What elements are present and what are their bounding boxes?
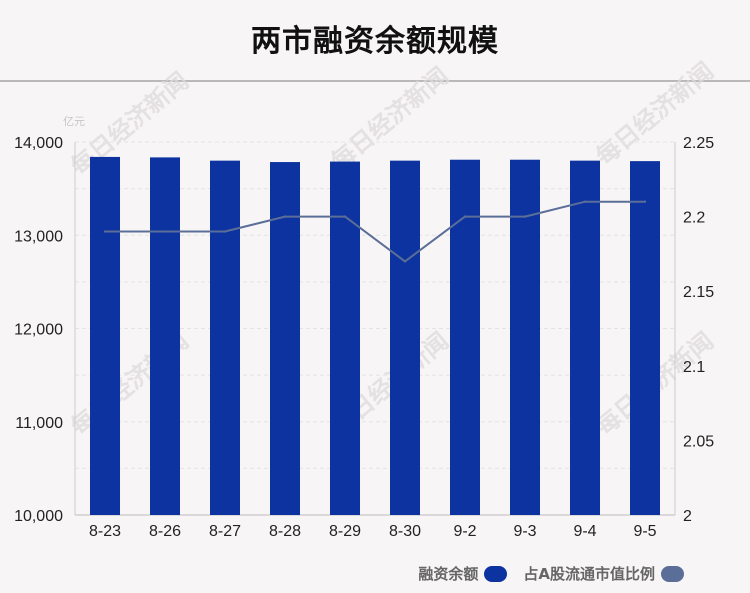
x-tick-label: 8-29 <box>329 523 361 540</box>
bar-8-23 <box>90 156 120 516</box>
legend-swatch-balance <box>484 565 508 582</box>
x-tick-label: 8-30 <box>389 523 421 540</box>
axis-labels: 10,000 11,000 12,000 13,000 14,000 2 2.05 2.1 2.… <box>14 115 714 540</box>
left-tick-label: 11,000 <box>15 415 63 432</box>
right-tick-label: 2.25 <box>683 135 714 152</box>
ratio-point-8-30 <box>403 260 407 263</box>
bar-9-5 <box>630 161 660 515</box>
left-tick-label: 14,000 <box>14 135 63 152</box>
bar-8-29 <box>330 161 360 515</box>
watermark-text-1: 每日经济新闻 <box>326 62 454 176</box>
legend-item-ratio: 占A股流通市值比例 <box>523 563 684 584</box>
x-tick-label: 9-4 <box>573 523 596 540</box>
legend-label-ratio: 占A股流通市值比例 <box>523 565 655 583</box>
x-tick-label: 9-3 <box>513 523 536 540</box>
ratio-point-8-23 <box>103 230 107 233</box>
x-tick-label: 9-2 <box>453 523 476 540</box>
bar-8-26 <box>150 157 180 516</box>
x-tick-label: 8-23 <box>89 523 121 540</box>
ratio-point-8-27 <box>223 230 227 233</box>
bar-9-2 <box>450 159 480 515</box>
legend-item-balance: 融资余额 <box>418 563 508 584</box>
left-tick-label: 13,000 <box>14 228 63 245</box>
right-tick-label: 2 <box>683 508 692 525</box>
x-tick-label: 8-27 <box>209 523 241 540</box>
bar-8-28 <box>270 162 300 515</box>
chart-title: 两市融资余额规模 <box>251 24 499 59</box>
x-tick-label: 8-26 <box>149 523 181 540</box>
line-series <box>103 200 647 263</box>
right-tick-label: 2.05 <box>683 433 714 450</box>
ratio-point-9-4 <box>583 200 587 203</box>
left-tick-label: 12,000 <box>14 322 63 339</box>
bar-8-30 <box>390 160 420 515</box>
legend: 融资余额 占A股流通市值比例 <box>418 563 684 584</box>
title-divider <box>0 80 750 82</box>
x-tick-label: 8-28 <box>269 523 301 540</box>
ratio-point-9-3 <box>523 215 527 218</box>
right-tick-label: 2.15 <box>683 284 714 301</box>
right-tick-label: 2.1 <box>683 359 705 376</box>
ratio-line <box>105 200 645 263</box>
legend-swatch-ratio <box>661 565 684 582</box>
left-tick-label: 10,000 <box>14 508 63 525</box>
bar-9-4 <box>570 160 600 515</box>
left-axis-unit: 亿元 <box>63 115 85 128</box>
ratio-point-8-28 <box>283 215 287 218</box>
bar-9-3 <box>510 159 540 515</box>
right-tick-label: 2.2 <box>683 210 705 227</box>
legend-label-balance: 融资余额 <box>418 565 479 583</box>
ratio-point-8-26 <box>163 230 167 233</box>
ratio-point-9-5 <box>643 200 647 203</box>
bar-8-27 <box>210 160 240 515</box>
watermark-text-2: 每日经济新闻 <box>591 57 719 171</box>
ratio-point-8-29 <box>343 215 347 218</box>
x-tick-label: 9-5 <box>633 523 656 540</box>
ratio-point-9-2 <box>463 215 467 218</box>
bar-series <box>90 156 660 516</box>
